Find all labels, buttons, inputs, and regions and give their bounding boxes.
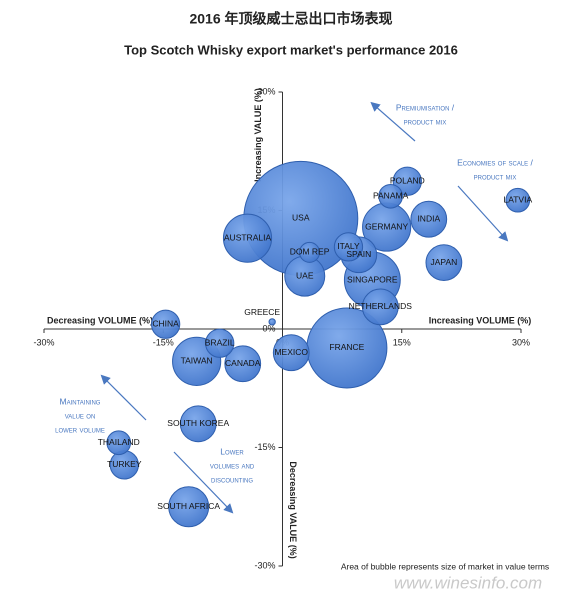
chart-subtitle: Top Scotch Whisky export market's perfor… — [124, 42, 458, 57]
annotation: volumes and — [210, 460, 255, 470]
bubble — [299, 241, 321, 263]
arrow — [100, 374, 147, 421]
bubble — [378, 183, 403, 209]
arrows — [100, 101, 509, 514]
bubble-label: POLAND — [390, 176, 425, 186]
bubble-label: MEXICO — [274, 347, 308, 357]
bubble — [505, 187, 531, 213]
x-tick-label: -30% — [33, 337, 54, 347]
annotation: Maintaining — [60, 396, 101, 406]
watermark: www.winesinfo.com — [394, 573, 542, 592]
bubble-label: FRANCE — [329, 342, 364, 352]
footnote: Area of bubble represents size of market… — [341, 561, 549, 571]
bubble-label: LATVIA — [503, 194, 532, 204]
bubble-label: NETHERLANDS — [349, 301, 413, 311]
bubble-label: AUSTRALIA — [224, 232, 272, 242]
bubble — [410, 200, 448, 238]
y-tick-label: -15% — [254, 442, 275, 452]
bubble-label: CANADA — [225, 358, 261, 368]
annotation: product mix — [404, 116, 447, 126]
arrow — [370, 101, 416, 142]
bubble — [333, 232, 364, 262]
bubble — [224, 345, 262, 383]
bubble-label: ITALY — [337, 241, 360, 251]
bubble-label: BRAZIL — [205, 337, 235, 347]
chart-title: 2016 年顶级威士忌出口市场表现 — [189, 11, 392, 27]
annotation: Premiumisation / — [396, 102, 455, 112]
bubble-label: DOM REP — [290, 247, 330, 257]
arrow — [173, 451, 234, 514]
arrow — [457, 185, 509, 242]
y-tick-label: 0% — [262, 323, 275, 333]
bubble-label: SOUTH AFRICA — [157, 501, 220, 511]
annotation: value on — [65, 410, 96, 420]
bubble-label: TURKEY — [107, 459, 142, 469]
x-axis-label: Decreasing VOLUME (%) — [47, 315, 153, 325]
annotation: discounting — [211, 474, 253, 484]
bubble-label: INDIA — [417, 213, 440, 223]
bubble — [425, 244, 463, 282]
bubble — [106, 430, 132, 456]
bubble — [168, 486, 210, 528]
bubble — [150, 309, 181, 339]
bubble-label: SOUTH KOREA — [167, 418, 229, 428]
bubble-label: THAILAND — [98, 437, 140, 447]
x-tick-label: 30% — [512, 337, 530, 347]
bubble — [222, 213, 273, 263]
annotation: Lower — [220, 446, 244, 456]
bubble-label: CHINA — [152, 319, 179, 329]
bubble-label: SINGAPORE — [347, 274, 398, 284]
bubble — [392, 166, 422, 196]
annotation: Economies of scale / — [457, 157, 533, 167]
bubble-label: UAE — [296, 270, 314, 280]
bubble-label: GERMANY — [365, 221, 408, 231]
y-axis-label: Decreasing VALUE (%) — [288, 461, 298, 558]
y-tick-label: 30% — [257, 86, 275, 96]
bubble — [361, 288, 399, 326]
annotation: lower volume — [55, 424, 105, 434]
bubble-label: PANAMA — [373, 191, 409, 201]
y-tick-label: -30% — [254, 560, 275, 570]
bubble-label: TAIWAN — [181, 356, 213, 366]
y-axis-label: Increasing VALUE (%) — [253, 88, 263, 182]
x-axis-label: Increasing VOLUME (%) — [429, 315, 532, 325]
x-tick-label: 15% — [393, 337, 411, 347]
bubble-label: JAPAN — [430, 257, 457, 267]
bubble — [272, 334, 310, 372]
bubble-label: SPAIN — [346, 249, 371, 259]
annotation: product mix — [474, 171, 517, 181]
x-tick-label: -15% — [153, 337, 174, 347]
bubble-label: USA — [292, 213, 310, 223]
bubble — [205, 328, 235, 358]
bubble — [179, 405, 217, 443]
bubble — [268, 318, 276, 326]
bubble-label: GREECE — [244, 307, 280, 317]
